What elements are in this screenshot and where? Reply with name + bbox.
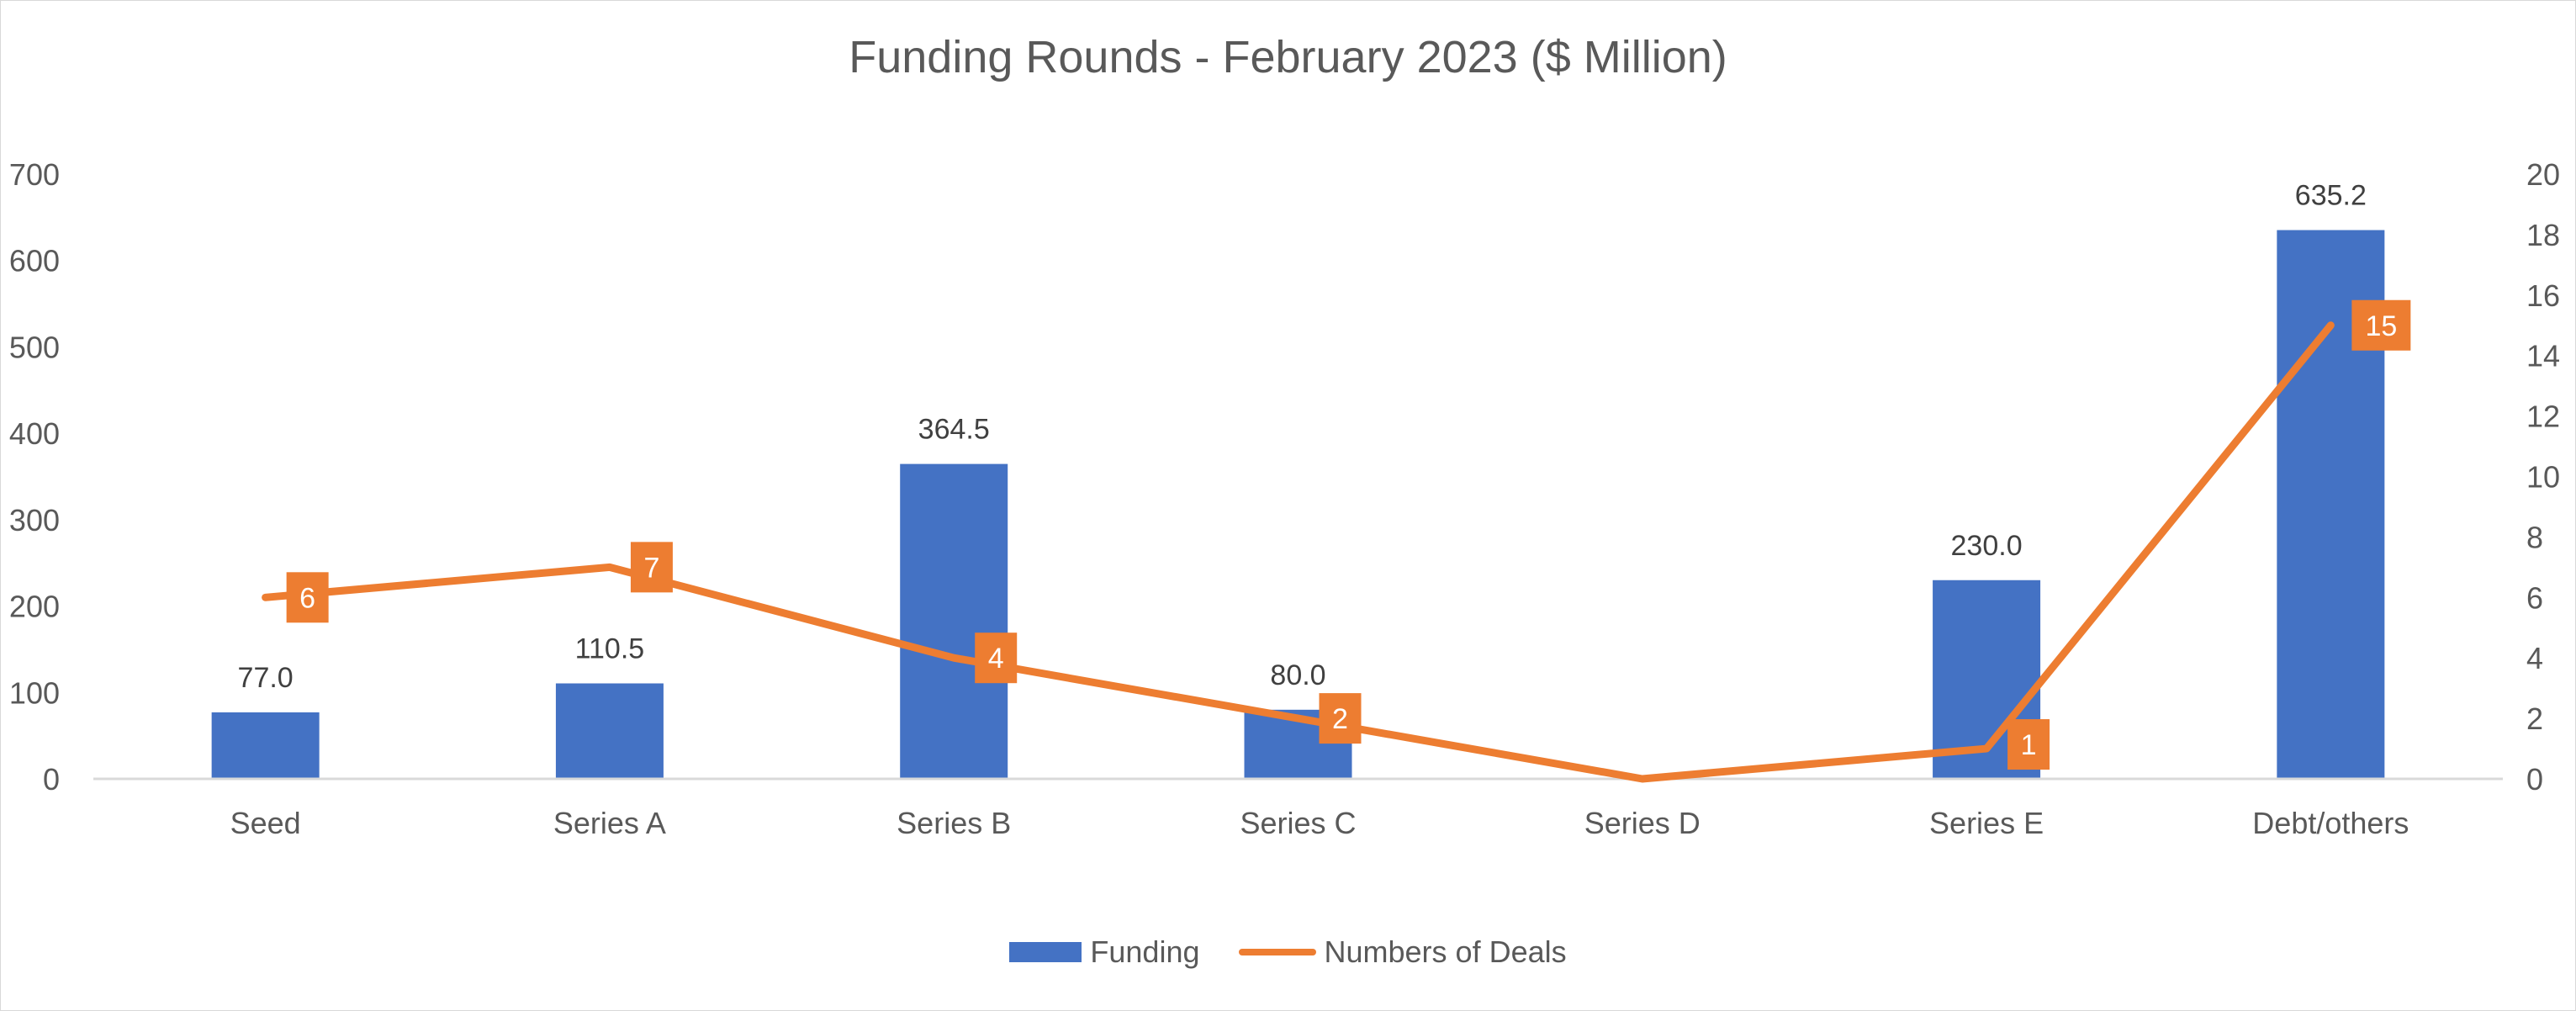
- y-left-tick-label: 0: [43, 762, 60, 797]
- deals-data-label-box: [286, 572, 329, 623]
- funding-data-label: 110.5: [575, 633, 645, 665]
- y-right-tick-label: 18: [2526, 218, 2560, 252]
- deals-line[interactable]: [262, 321, 2335, 783]
- y-right-tick-label: 0: [2526, 762, 2543, 797]
- deals-data-label: 7: [643, 552, 659, 584]
- funding-data-label: 230.0: [1951, 530, 2023, 562]
- plot-area: 0100200300400500600700024681012141618207…: [9, 157, 2560, 840]
- y-left-tick-label: 600: [9, 244, 60, 278]
- funding-data-label: 364.5: [918, 414, 990, 446]
- deals-data-label-box: [2351, 299, 2411, 351]
- y-left-tick-label: 300: [9, 503, 60, 537]
- x-category-label: Debt/others: [2252, 806, 2409, 840]
- y-left-tick-label: 500: [9, 330, 60, 364]
- deals-data-label-box: [975, 633, 1018, 684]
- x-category-label: Series E: [1929, 806, 2044, 840]
- deals-data-label: 6: [299, 582, 315, 614]
- deals-data-label-box: [2007, 719, 2050, 770]
- legend-label-deals: Numbers of Deals: [1324, 934, 1567, 969]
- legend: Funding Numbers of Deals: [1, 934, 2575, 970]
- y-right-tick-label: 10: [2526, 460, 2560, 495]
- y-right-tick-label: 2: [2526, 701, 2543, 736]
- deals-data-label: 4: [988, 643, 1004, 675]
- y-right-tick-label: 20: [2526, 157, 2560, 192]
- legend-label-funding: Funding: [1090, 934, 1200, 969]
- y-right-tick-label: 16: [2526, 278, 2560, 313]
- deals-data-label-box: [1319, 693, 1362, 744]
- bar-swatch-icon: [1009, 942, 1082, 962]
- funding-bar[interactable]: [211, 712, 320, 779]
- y-right-tick-label: 6: [2526, 580, 2543, 615]
- funding-bar[interactable]: [900, 463, 1008, 779]
- x-category-label: Series D: [1584, 806, 1701, 840]
- x-category-label: Series C: [1240, 806, 1356, 840]
- x-category-label: Series B: [897, 806, 1011, 840]
- deals-data-label: 1: [2021, 729, 2037, 761]
- y-right-tick-label: 12: [2526, 400, 2560, 434]
- funding-data-label: 80.0: [1270, 659, 1325, 691]
- chart-title: Funding Rounds - February 2023 ($ Millio…: [849, 32, 1727, 82]
- funding-data-label: 635.2: [2295, 180, 2367, 212]
- y-right-tick-label: 14: [2526, 339, 2560, 373]
- y-left-tick-label: 100: [9, 675, 60, 710]
- x-category-label: Seed: [230, 806, 301, 840]
- legend-item-deals[interactable]: Numbers of Deals: [1238, 934, 1567, 970]
- funding-data-label: 77.0: [238, 662, 294, 694]
- y-left-tick-label: 200: [9, 590, 60, 624]
- y-right-tick-label: 4: [2526, 641, 2543, 675]
- deals-data-label-box: [630, 542, 673, 593]
- deals-data-label: 15: [2365, 310, 2397, 342]
- y-left-tick-label: 400: [9, 416, 60, 451]
- funding-bar[interactable]: [555, 683, 664, 779]
- line-swatch-icon: [1238, 949, 1316, 955]
- y-left-tick-label: 700: [9, 157, 60, 192]
- deals-data-label: 2: [1332, 703, 1348, 735]
- legend-item-funding[interactable]: Funding: [1009, 934, 1200, 970]
- y-right-tick-label: 8: [2526, 520, 2543, 554]
- x-category-label: Series A: [553, 806, 666, 840]
